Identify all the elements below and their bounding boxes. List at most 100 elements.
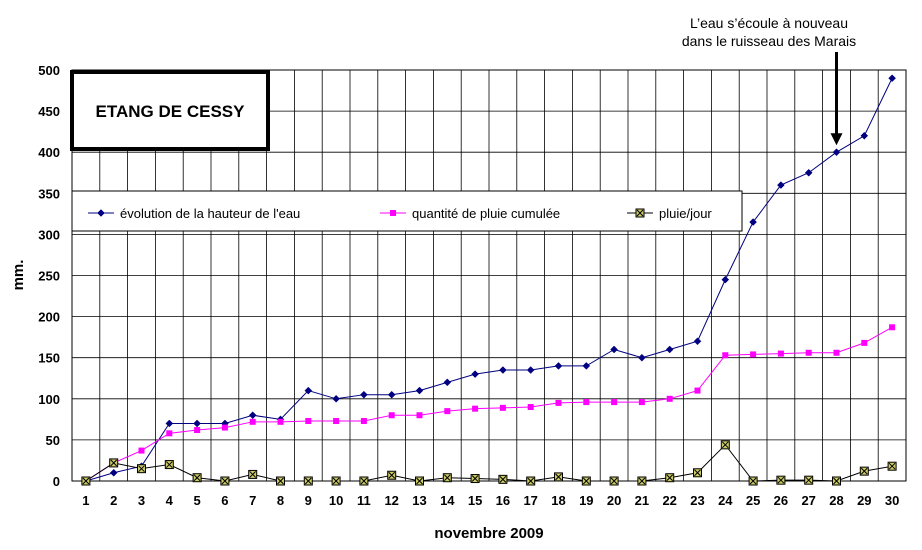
y-tick-label: 200 <box>38 310 60 325</box>
chart-title: ETANG DE CESSY <box>96 102 246 121</box>
data-point <box>138 447 145 454</box>
data-point <box>387 390 396 399</box>
data-point <box>888 74 896 83</box>
data-point <box>333 417 340 424</box>
series-layer <box>81 74 897 486</box>
data-point <box>443 378 452 387</box>
legend-entry: quantité de pluie cumulée <box>380 206 560 221</box>
series-line <box>85 444 893 482</box>
data-point <box>332 394 340 403</box>
data-point <box>109 458 119 468</box>
data-point <box>777 350 784 357</box>
data-point <box>666 395 673 402</box>
data-point <box>722 352 729 359</box>
x-tick-label: 5 <box>193 493 200 508</box>
x-tick-label: 16 <box>496 493 510 508</box>
data-point <box>861 339 868 346</box>
data-point <box>499 366 507 374</box>
data-point <box>889 324 896 331</box>
x-tick-label: 26 <box>774 493 788 508</box>
data-point <box>470 474 480 484</box>
y-tick-label: 100 <box>38 392 60 407</box>
x-tick-label: 11 <box>357 493 371 508</box>
y-tick-label: 350 <box>38 186 60 201</box>
annotation-arrow <box>830 52 843 146</box>
data-point <box>610 345 618 354</box>
data-point <box>805 349 812 356</box>
data-point <box>472 405 479 412</box>
data-point <box>554 362 563 370</box>
data-point <box>665 345 674 354</box>
y-tick-label: 0 <box>53 474 60 489</box>
data-point <box>192 473 202 483</box>
data-point <box>748 476 758 486</box>
data-point <box>221 424 228 431</box>
x-tick-label: 6 <box>221 493 228 508</box>
data-point <box>721 275 730 284</box>
x-tick-label: 27 <box>801 493 815 508</box>
data-point <box>694 387 701 394</box>
annotation: L’eau s’écoule à nouveau dans le ruissea… <box>682 15 856 146</box>
data-point <box>305 417 312 424</box>
data-point <box>638 353 646 362</box>
data-point <box>220 476 230 486</box>
y-tick-label: 400 <box>38 145 60 160</box>
data-point <box>611 399 618 406</box>
data-point <box>581 476 591 486</box>
x-tick-label: 2 <box>110 493 117 508</box>
data-point <box>554 472 563 482</box>
y-tick-label: 500 <box>38 63 60 78</box>
data-point <box>166 430 173 437</box>
data-point <box>498 474 508 484</box>
data-point <box>277 418 284 425</box>
data-point <box>303 476 313 486</box>
data-point <box>194 427 201 434</box>
x-tick-label: 24 <box>718 493 733 508</box>
data-point <box>248 411 257 420</box>
data-point <box>416 412 423 419</box>
data-point <box>859 466 869 476</box>
x-tick-label: 8 <box>277 493 284 508</box>
annotation-line-2: dans le ruisseau des Marais <box>682 33 856 49</box>
data-point <box>776 475 786 485</box>
x-tick-label: 30 <box>885 493 899 508</box>
legend-entry: évolution de la hauteur de l'eau <box>88 206 300 221</box>
data-point <box>582 362 591 370</box>
x-axis-label: novembre 2009 <box>434 525 543 542</box>
data-point <box>387 470 397 480</box>
x-tick-label: 7 <box>249 493 256 508</box>
y-axis-label: mm. <box>10 260 27 291</box>
data-point <box>526 476 536 486</box>
data-point <box>749 218 757 226</box>
x-tick-label: 14 <box>440 493 455 508</box>
x-tick-label: 4 <box>166 493 174 508</box>
legend-label: pluie/jour <box>659 206 712 221</box>
legend: évolution de la hauteur de l'eau quantité… <box>71 190 743 232</box>
x-tick-label: 19 <box>579 493 593 508</box>
legend-label: évolution de la hauteur de l'eau <box>120 206 300 221</box>
data-point <box>304 386 313 395</box>
x-tick-label: 3 <box>138 493 145 508</box>
series-line <box>85 326 893 482</box>
x-tick-label: 10 <box>329 493 343 508</box>
x-tick-label: 23 <box>690 493 704 508</box>
data-point <box>248 469 258 479</box>
series-3 <box>81 440 897 486</box>
data-point <box>750 351 757 358</box>
x-tick-label: 18 <box>551 493 565 508</box>
series-line <box>85 78 893 482</box>
data-point <box>137 464 146 474</box>
data-point <box>331 476 341 486</box>
data-point <box>887 461 897 471</box>
data-point <box>193 419 201 428</box>
y-tick-label: 300 <box>38 227 60 242</box>
x-tick-label: 12 <box>384 493 398 508</box>
data-point <box>860 131 869 140</box>
data-point <box>693 337 702 346</box>
data-point <box>804 168 813 177</box>
data-point <box>276 476 285 486</box>
data-point <box>804 475 814 485</box>
x-tick-label: 21 <box>635 493 649 508</box>
data-point <box>638 399 645 406</box>
